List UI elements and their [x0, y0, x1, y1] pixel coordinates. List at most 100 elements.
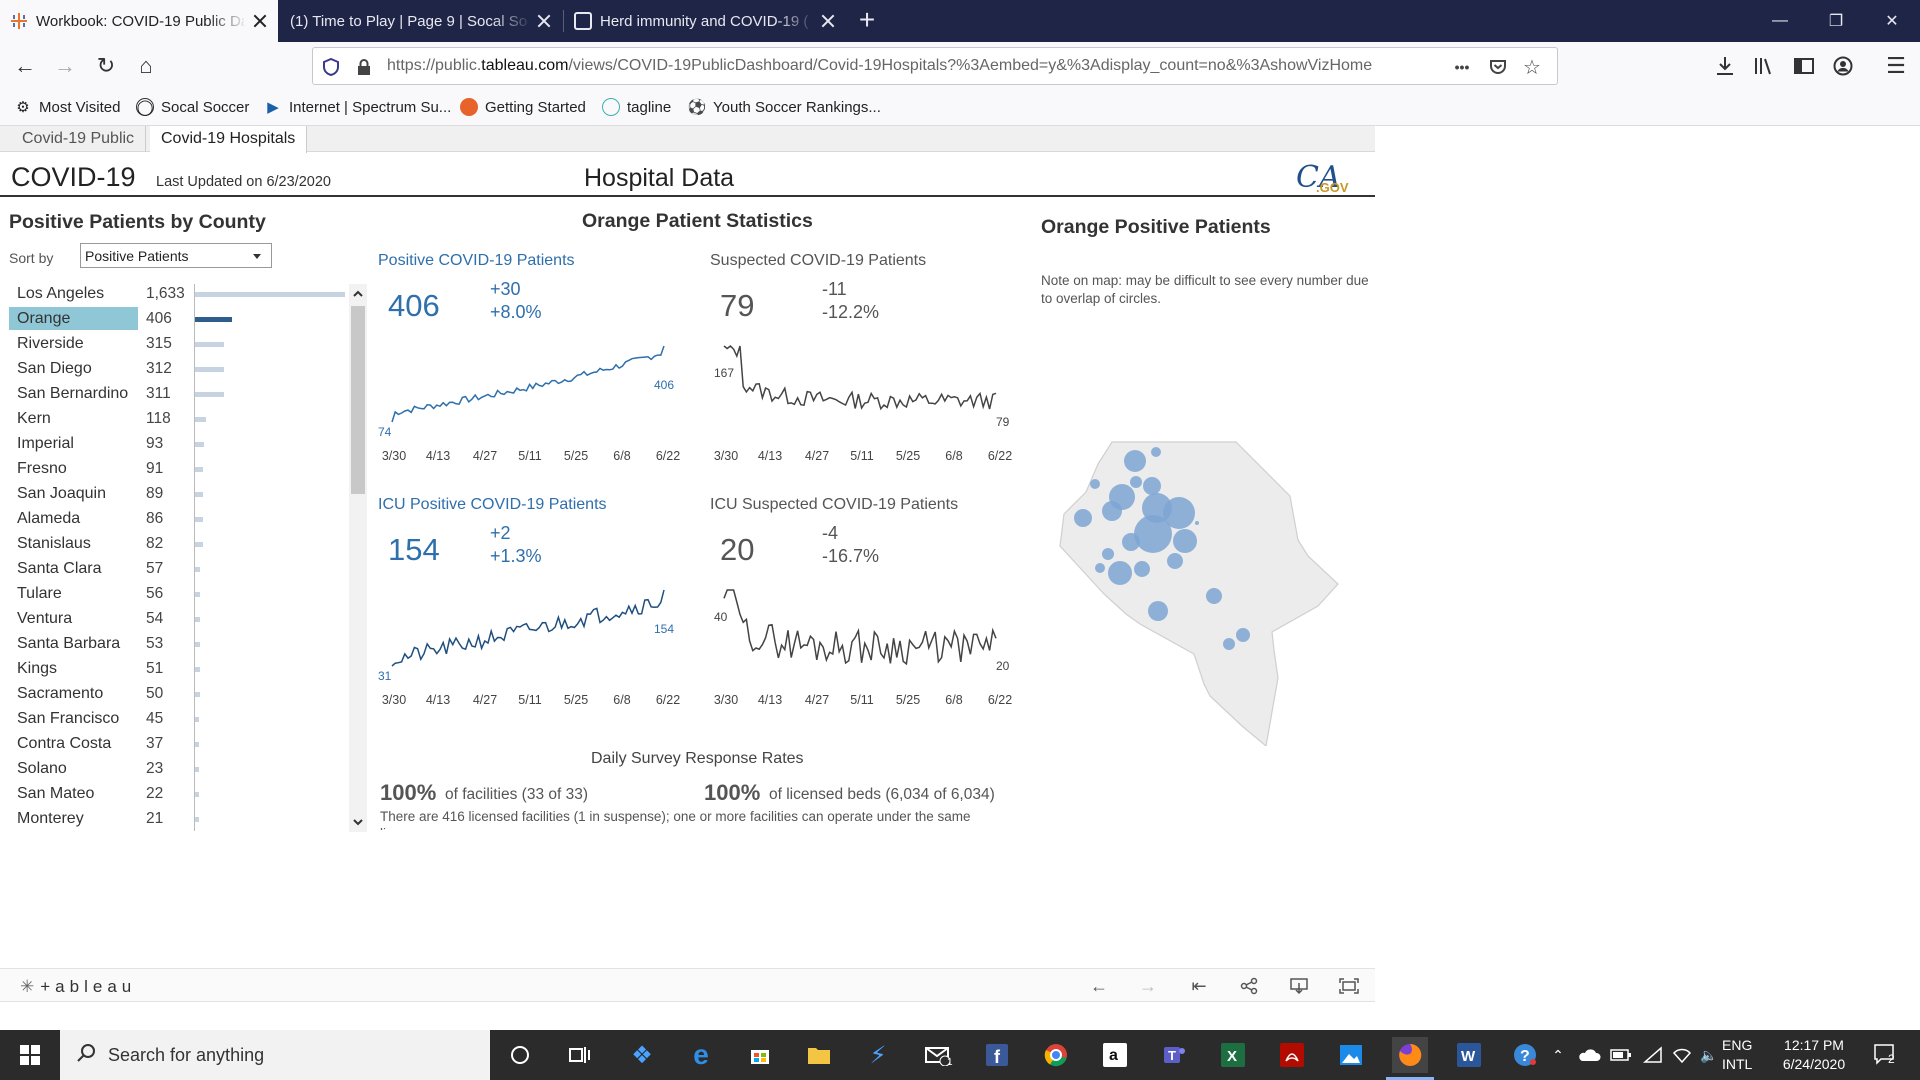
county-row[interactable]: San Mateo 22 — [9, 782, 339, 807]
county-row[interactable]: San Francisco 45 — [9, 707, 339, 732]
county-bar[interactable] — [195, 617, 200, 622]
sparkline-series[interactable] — [391, 589, 665, 667]
url-bar[interactable]: https://public.tableau.com/views/COVID-1… — [312, 47, 1558, 85]
facebook-icon[interactable]: f — [979, 1037, 1015, 1073]
tab-herd-immunity[interactable]: Herd immunity and COVID-19 ( — [564, 0, 846, 42]
county-row[interactable]: Riverside 315 — [9, 332, 339, 357]
county-bar[interactable] — [195, 392, 224, 397]
edge-icon[interactable]: e — [693, 1039, 709, 1070]
firefox-taskbar-icon[interactable] — [1386, 1037, 1434, 1080]
county-row[interactable]: San Diego 312 — [9, 357, 339, 382]
county-bar[interactable] — [195, 692, 200, 697]
county-row[interactable]: Santa Clara 57 — [9, 557, 339, 582]
county-row[interactable]: Alameda 86 — [9, 507, 339, 532]
fullscreen-button[interactable] — [1338, 975, 1360, 997]
county-row[interactable]: Santa Barbara 53 — [9, 632, 339, 657]
undo-button[interactable]: ← — [1090, 975, 1108, 996]
task-view-icon[interactable] — [562, 1037, 598, 1073]
county-bar[interactable] — [195, 717, 199, 722]
network-icon[interactable] — [1638, 1030, 1668, 1080]
county-bar[interactable] — [195, 367, 224, 372]
sparkline-chart[interactable] — [380, 338, 676, 430]
county-bar[interactable] — [195, 592, 200, 597]
minimize-button[interactable]: — — [1772, 12, 1788, 29]
revert-button[interactable]: ⇤ — [1191, 975, 1207, 996]
page-actions-icon[interactable]: ••• — [1454, 59, 1470, 75]
bookmark-tagline[interactable]: tagline — [602, 98, 671, 116]
downloads-icon[interactable] — [1709, 50, 1741, 82]
county-row[interactable]: Fresno 91 — [9, 457, 339, 482]
sparkline-series[interactable] — [391, 345, 665, 423]
url-text[interactable]: https://public.tableau.com/views/COVID-1… — [387, 57, 1373, 74]
county-row[interactable]: Ventura 54 — [9, 607, 339, 632]
library-icon[interactable] — [1748, 50, 1780, 82]
sparkline-series[interactable] — [723, 345, 997, 411]
county-bar[interactable] — [195, 417, 206, 422]
cortana-icon[interactable] — [502, 1037, 538, 1073]
county-row[interactable]: Kings 51 — [9, 657, 339, 682]
volume-icon[interactable]: 🔈 — [1700, 1046, 1718, 1063]
shield-icon[interactable] — [320, 56, 342, 78]
amazon-icon[interactable]: a — [1097, 1037, 1133, 1073]
sidebar-icon[interactable] — [1788, 50, 1820, 82]
restore-button[interactable]: ❐ — [1828, 13, 1844, 30]
chrome-icon[interactable] — [1038, 1037, 1074, 1073]
help-icon[interactable]: ? — [1508, 1030, 1542, 1080]
new-tab-button[interactable]: + — [858, 4, 876, 35]
county-bar[interactable] — [195, 792, 199, 797]
notifications-icon[interactable]: 2 — [1866, 1030, 1906, 1080]
county-row[interactable]: Sacramento 50 — [9, 682, 339, 707]
wifi-icon[interactable] — [1668, 1030, 1696, 1080]
share-button[interactable] — [1238, 975, 1260, 997]
county-bar[interactable] — [195, 742, 199, 747]
battery-icon[interactable] — [1606, 1030, 1636, 1080]
county-row[interactable]: Stanislaus 82 — [9, 532, 339, 557]
dropbox-icon[interactable]: ❖ — [631, 1041, 653, 1069]
lightning-app-icon[interactable]: ⚡ — [869, 1041, 887, 1069]
mail-icon[interactable]: 1 — [920, 1037, 956, 1073]
download-button[interactable] — [1288, 975, 1310, 997]
county-row[interactable]: Monterey 21 — [9, 807, 339, 832]
close-window-button[interactable]: ✕ — [1885, 13, 1899, 30]
bookmark-getting-started[interactable]: Getting Started — [460, 98, 586, 116]
tab-socal-soccer[interactable]: (1) Time to Play | Page 9 | Socal Soc — [280, 0, 562, 42]
county-bar[interactable] — [195, 467, 203, 472]
excel-icon[interactable]: X — [1215, 1037, 1251, 1073]
home-button[interactable]: ⌂ — [139, 53, 153, 78]
county-row[interactable]: San Joaquin 89 — [9, 482, 339, 507]
county-row[interactable]: Los Angeles 1,633 — [9, 282, 345, 307]
county-bar[interactable] — [195, 667, 200, 672]
back-button[interactable]: ← — [14, 53, 36, 78]
system-clock[interactable]: 12:17 PM 6/24/2020 — [1782, 1037, 1846, 1072]
lock-icon[interactable] — [353, 56, 375, 78]
bookmark-spectrum[interactable]: ▶ Internet | Spectrum Su... — [264, 98, 451, 117]
input-language[interactable]: ENG INTL — [1722, 1037, 1753, 1072]
sparkline-chart[interactable] — [712, 338, 1008, 430]
county-row[interactable]: Solano 23 — [9, 757, 339, 782]
acrobat-icon[interactable] — [1274, 1037, 1310, 1073]
sparkline-chart[interactable] — [712, 582, 1008, 674]
county-bar[interactable] — [195, 292, 345, 297]
county-bar[interactable] — [195, 442, 204, 447]
scroll-up-icon[interactable] — [352, 288, 364, 300]
ca-gov-logo[interactable]: CA .GOV — [1296, 160, 1349, 195]
county-bar[interactable] — [195, 517, 203, 522]
account-icon[interactable] — [1827, 50, 1859, 82]
sparkline-chart[interactable] — [380, 582, 676, 674]
county-bar[interactable] — [195, 767, 199, 772]
county-bar[interactable] — [195, 317, 232, 322]
reload-button[interactable]: ↻ — [96, 53, 116, 78]
county-row[interactable]: Tulare 56 — [9, 582, 339, 607]
tab-covid-19-hospitals[interactable]: Covid-19 Hospitals — [150, 126, 308, 153]
photos-icon[interactable] — [1333, 1037, 1369, 1073]
close-tab-icon[interactable] — [536, 13, 552, 29]
county-bar[interactable] — [195, 817, 199, 822]
teams-icon[interactable]: T — [1156, 1037, 1192, 1073]
close-tab-icon[interactable] — [820, 13, 836, 29]
county-row[interactable]: Imperial 93 — [9, 432, 339, 457]
redo-button[interactable]: → — [1139, 975, 1157, 996]
county-bar[interactable] — [195, 342, 224, 347]
county-row[interactable]: Contra Costa 37 — [9, 732, 339, 757]
onedrive-icon[interactable] — [1574, 1030, 1604, 1080]
forward-button[interactable]: → — [54, 53, 76, 78]
